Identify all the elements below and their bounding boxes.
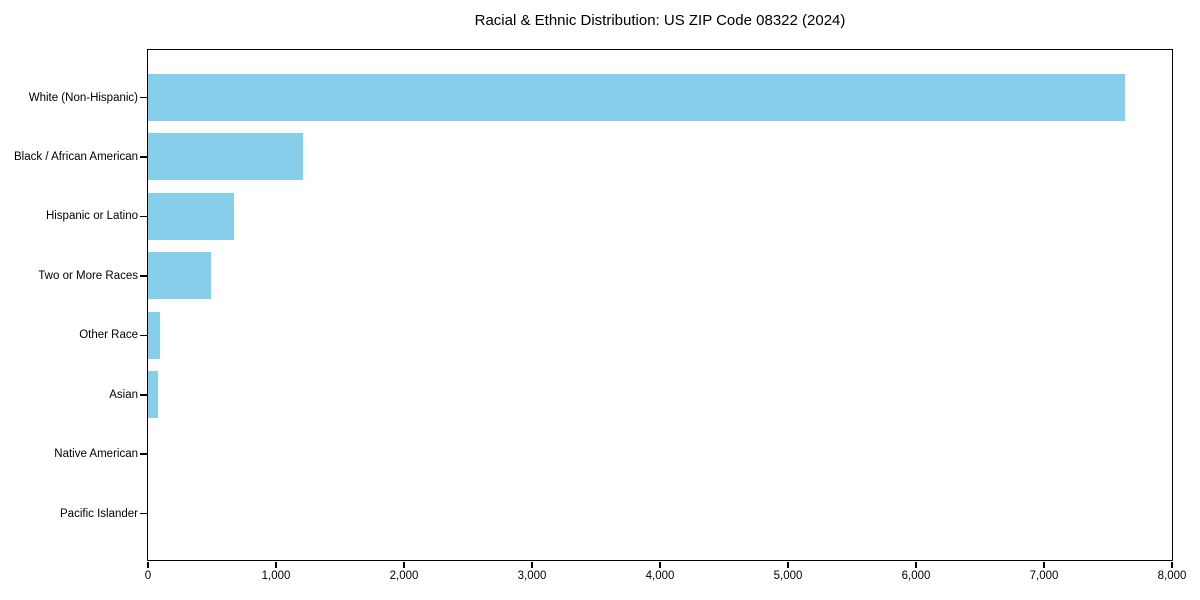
bar-hispanic-or-latino bbox=[148, 192, 235, 240]
x-tick-mark bbox=[1171, 561, 1173, 568]
bar-white-non-hispanic bbox=[148, 74, 1126, 121]
y-axis-label-two-or-more-races: Two or More Races bbox=[38, 269, 138, 282]
y-tick-mark bbox=[140, 334, 147, 337]
x-tick-mark bbox=[403, 561, 405, 568]
bar-two-or-more-races bbox=[148, 252, 212, 300]
x-axis-tick-label: 2,000 bbox=[389, 570, 419, 582]
x-axis-tick-label: 3,000 bbox=[517, 570, 547, 582]
y-axis-label-native-american: Native American bbox=[54, 448, 138, 461]
plot-area: White (Non-Hispanic) Black / African Amer… bbox=[14, 49, 1186, 582]
x-tick-mark bbox=[275, 561, 277, 568]
bar-asian bbox=[148, 371, 159, 419]
x-axis-tick-label: 8,000 bbox=[1157, 570, 1187, 582]
y-axis-label-pacific-islander: Pacific Islander bbox=[60, 507, 138, 520]
x-tick-mark bbox=[915, 561, 917, 568]
y-tick-mark bbox=[140, 394, 147, 396]
y-tick-mark bbox=[140, 156, 147, 158]
bar-other-race bbox=[148, 311, 161, 359]
x-axis-tick-label: 5,000 bbox=[773, 570, 803, 582]
x-tick-mark bbox=[659, 561, 661, 568]
bar-black-african-american bbox=[148, 133, 303, 181]
x-axis-tick-label: 1,000 bbox=[261, 570, 291, 582]
x-axis-tick-label: 0 bbox=[144, 570, 152, 582]
x-tick-mark bbox=[147, 561, 149, 568]
y-tick-mark bbox=[140, 453, 147, 455]
y-axis-label-black-african-american: Black / African American bbox=[14, 150, 138, 163]
y-tick-mark bbox=[140, 96, 147, 99]
y-axis-label-hispanic-or-latino: Hispanic or Latino bbox=[45, 210, 138, 223]
x-tick-mark bbox=[531, 561, 533, 568]
x-tick-mark bbox=[787, 561, 789, 568]
y-axis-label-white-non-hispanic: White (Non-Hispanic) bbox=[28, 91, 138, 104]
x-tick-mark bbox=[1043, 561, 1045, 568]
y-axis-label-other-race: Other Race bbox=[79, 329, 138, 342]
y-tick-mark bbox=[140, 275, 147, 277]
y-tick-mark bbox=[140, 215, 147, 218]
x-axis-tick-label: 7,000 bbox=[1029, 570, 1059, 582]
x-axis-tick-label: 6,000 bbox=[901, 570, 931, 582]
y-axis-label-asian: Asian bbox=[109, 388, 138, 401]
y-tick-mark bbox=[140, 512, 147, 515]
x-axis-tick-label: 4,000 bbox=[645, 570, 675, 582]
chart-title: Racial & Ethnic Distribution: US ZIP Cod… bbox=[474, 12, 846, 29]
